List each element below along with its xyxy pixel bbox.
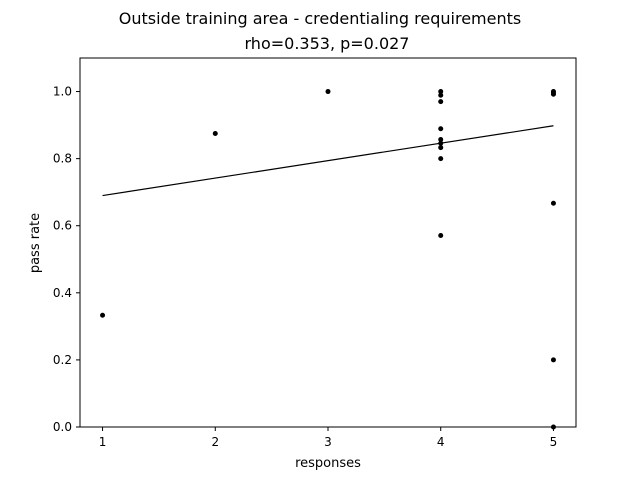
data-point bbox=[550, 357, 556, 363]
data-point bbox=[550, 91, 556, 97]
trend-line bbox=[102, 125, 554, 197]
chart-subtitle: rho=0.353, p=0.027 bbox=[245, 34, 410, 53]
x-tick-label: 5 bbox=[550, 435, 558, 449]
y-tick-label: 0.6 bbox=[53, 219, 72, 233]
data-point bbox=[438, 99, 444, 105]
y-tick-label: 0.0 bbox=[53, 420, 72, 434]
data-point bbox=[438, 145, 444, 151]
plot-area bbox=[100, 89, 556, 430]
data-point bbox=[438, 140, 444, 146]
data-point bbox=[438, 92, 444, 98]
data-point bbox=[438, 89, 444, 95]
data-point bbox=[438, 156, 444, 162]
data-point bbox=[438, 137, 444, 143]
y-axis-label: pass rate bbox=[28, 213, 43, 273]
x-tick-label: 4 bbox=[437, 435, 445, 449]
data-point bbox=[438, 232, 444, 238]
data-point bbox=[550, 200, 556, 206]
data-point bbox=[325, 89, 331, 95]
data-point bbox=[212, 130, 218, 136]
x-tick-label: 2 bbox=[211, 435, 219, 449]
y-tick-label: 0.2 bbox=[53, 353, 72, 367]
chart-title: Outside training area - credentialing re… bbox=[119, 9, 521, 28]
y-tick-label: 0.4 bbox=[53, 286, 72, 300]
data-point bbox=[438, 126, 444, 132]
y-tick-label: 1.0 bbox=[53, 85, 72, 99]
x-tick-label: 1 bbox=[99, 435, 107, 449]
data-point bbox=[100, 312, 106, 318]
plot-frame bbox=[79, 57, 577, 428]
y-tick-label: 0.8 bbox=[53, 152, 72, 166]
x-axis-label: responses bbox=[295, 456, 361, 471]
x-tick-label: 3 bbox=[324, 435, 332, 449]
